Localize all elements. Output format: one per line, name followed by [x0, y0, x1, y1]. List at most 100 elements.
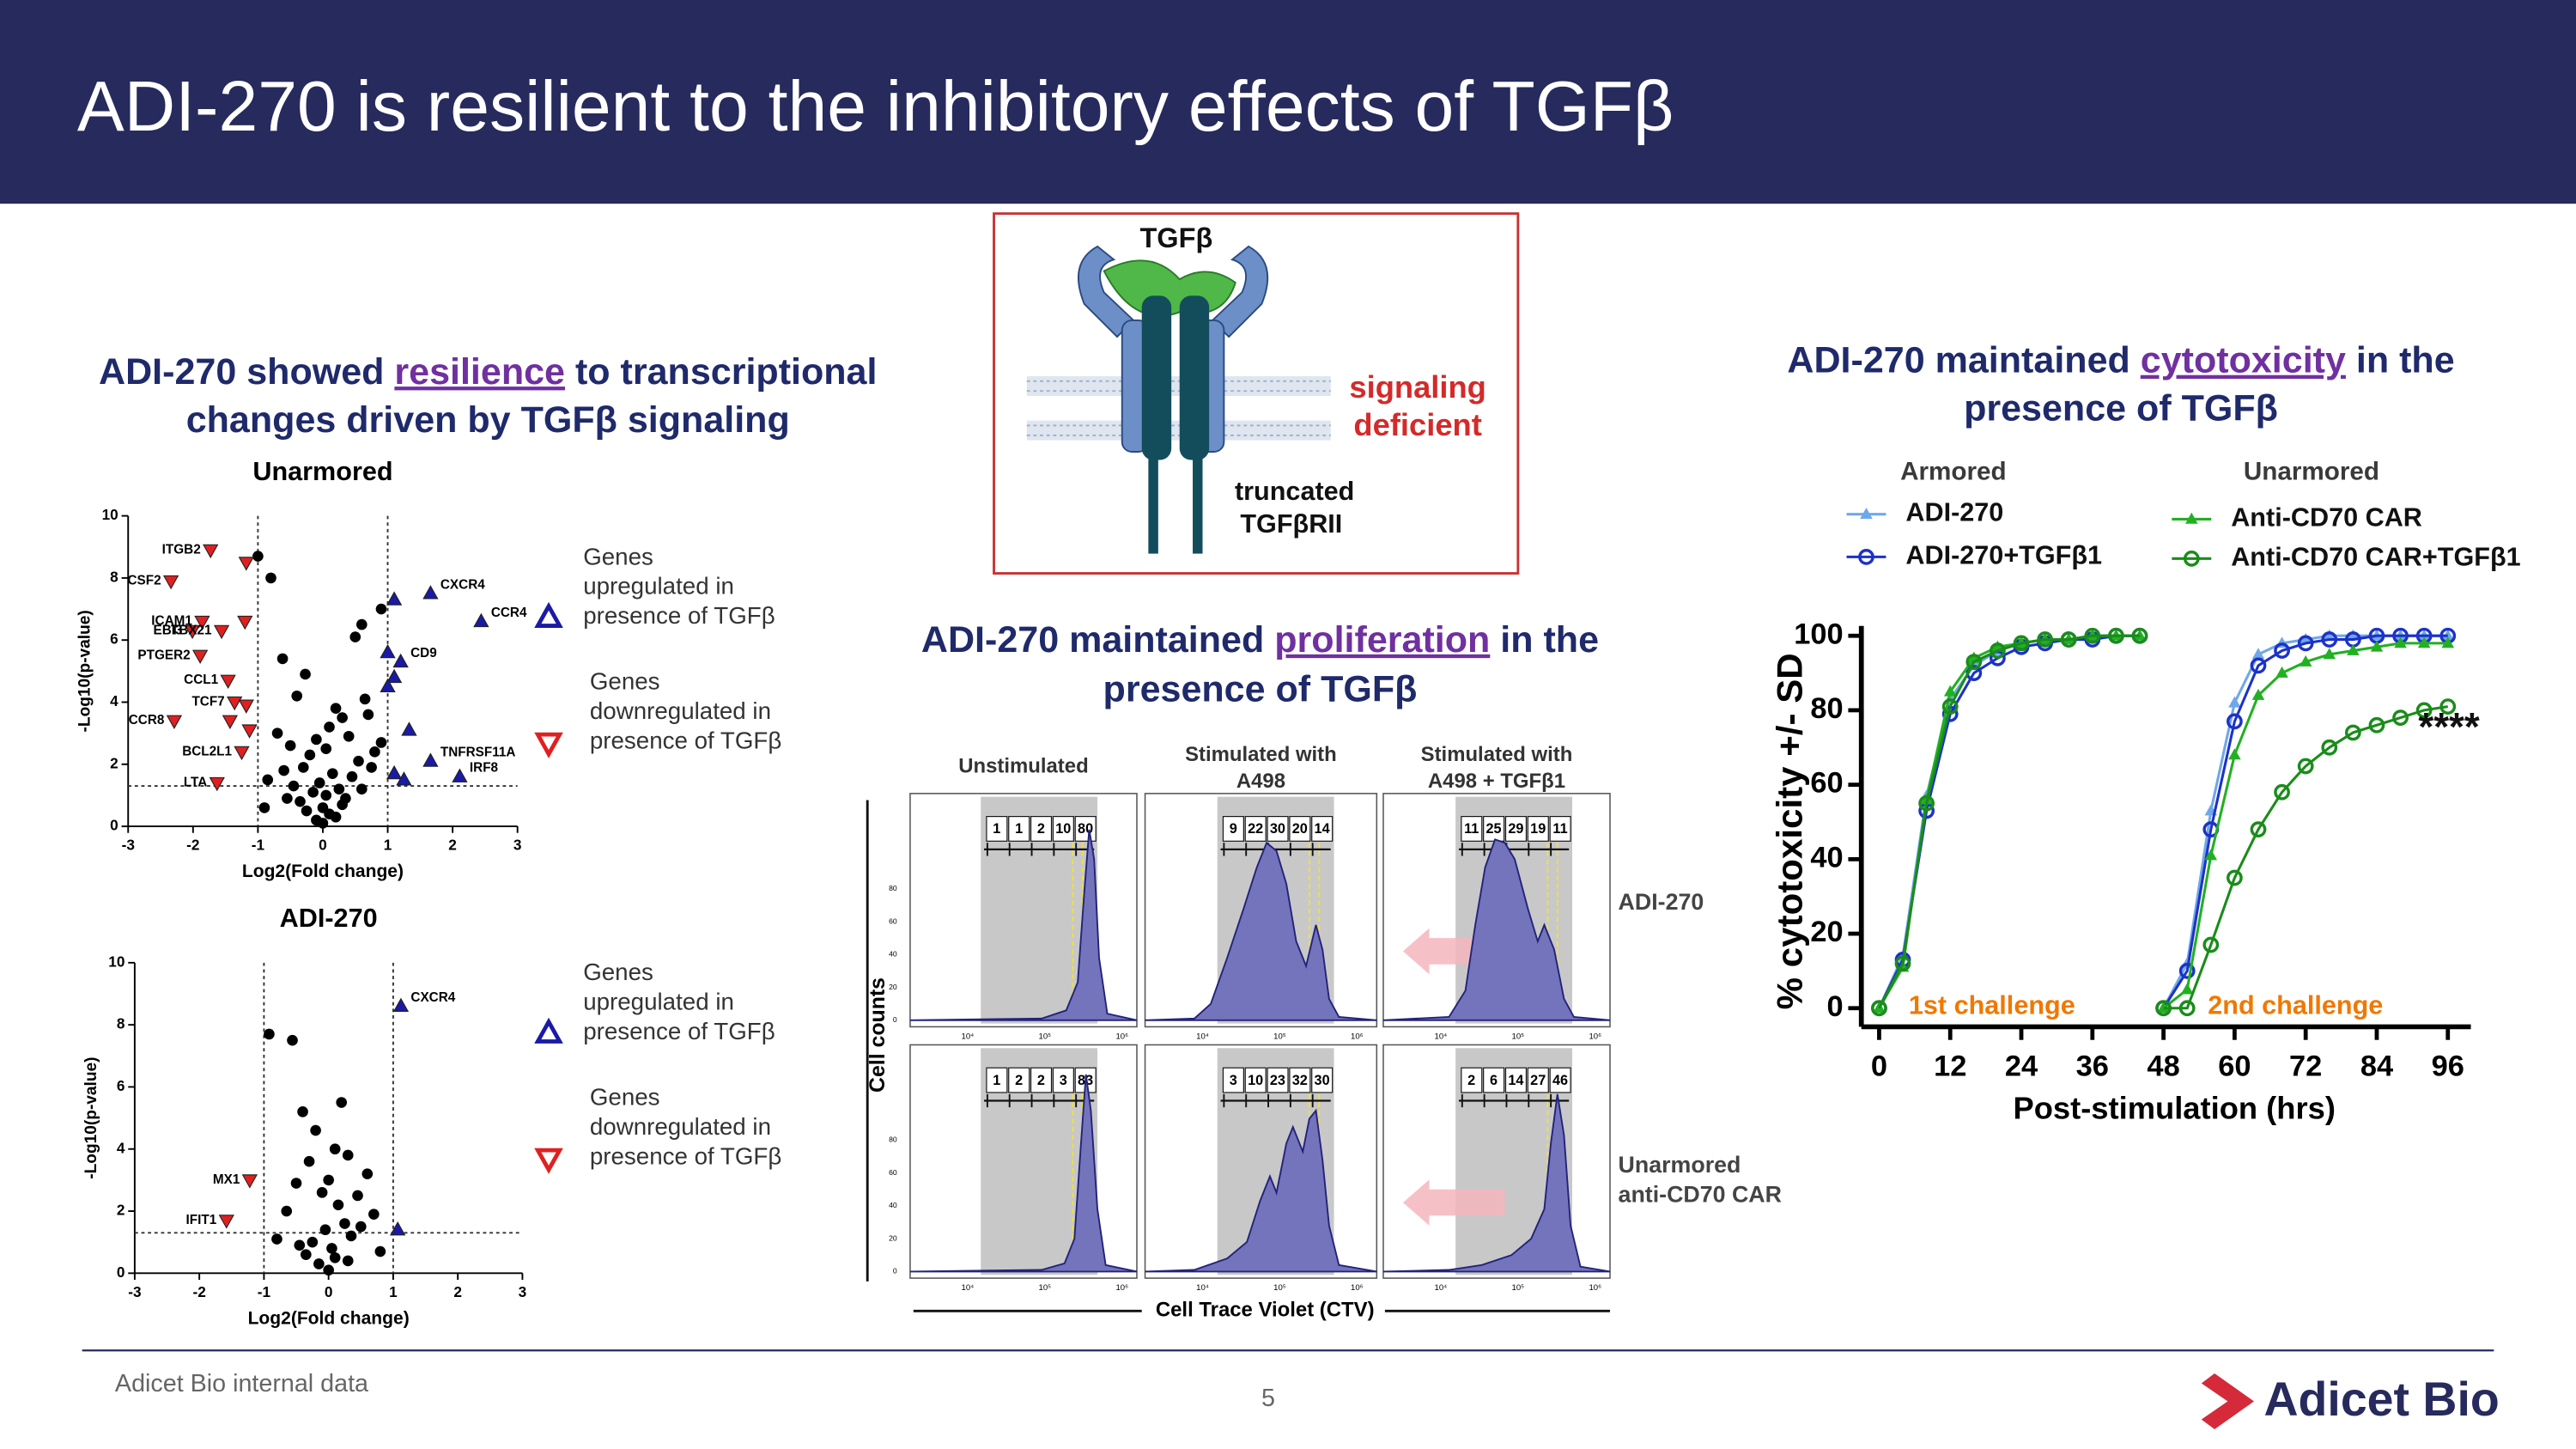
gene-point [301, 1249, 312, 1260]
gate-box [1549, 816, 1571, 842]
legend-group-title: Unarmored [2244, 458, 2379, 486]
gene-point [222, 715, 239, 729]
data-point [1918, 795, 1935, 812]
gene-point [294, 1239, 306, 1251]
count-tick-label: 40 [889, 1201, 897, 1209]
gene-point [343, 730, 355, 742]
series-line [1878, 634, 2449, 1010]
data-point [2439, 698, 2457, 715]
data-point [2228, 696, 2241, 708]
gate-box [1222, 816, 1244, 842]
gene-point [295, 795, 306, 807]
gene-point [375, 603, 387, 615]
gene-point [380, 678, 396, 693]
gene-point [342, 1255, 354, 1267]
gene-point [203, 544, 219, 559]
gene-point [330, 811, 342, 823]
ctv-tick-label: 10⁶ [1589, 1032, 1601, 1041]
gene-point [326, 1243, 337, 1254]
gene-point [332, 1199, 344, 1211]
y-tick-label: 80 [1810, 692, 1843, 725]
gene-point [355, 783, 368, 795]
ctv-tick-label: 10⁴ [1196, 1283, 1209, 1293]
annotation: 1st challenge [1909, 991, 2075, 1020]
gate-box [986, 816, 1008, 842]
histogram [909, 1074, 1138, 1273]
ctv-tick-label: 10⁶ [1115, 1032, 1128, 1041]
legend-symbol [2183, 550, 2200, 567]
x-tick-label: 2 [448, 837, 457, 854]
ctv-tick-label: 10⁶ [1589, 1283, 1601, 1293]
gene-label: ICAM1 [151, 614, 192, 629]
gene-point [304, 749, 316, 761]
gene-point [291, 690, 303, 702]
data-point [2323, 648, 2336, 660]
gene-point [265, 572, 276, 584]
gene-label: CXCR4 [440, 577, 485, 592]
section-heading: ADI-270 maintained proliferation in the [921, 619, 1599, 661]
gene-point [396, 771, 412, 786]
gate-value: 46 [1552, 1073, 1568, 1088]
gene-point [281, 1205, 293, 1217]
gate-value: 3 [1060, 1073, 1067, 1088]
gate-value: 32 [1292, 1073, 1308, 1088]
gene-label: LTA [184, 776, 207, 790]
data-point [2037, 631, 2053, 648]
row-label: anti-CD70 CAR [1619, 1182, 1782, 1208]
x-tick-label: 48 [2147, 1050, 2179, 1082]
count-tick-label: 20 [889, 983, 897, 991]
x-tick-label: 24 [2005, 1050, 2038, 1082]
gene-point [333, 783, 345, 795]
gate-value: 2 [1037, 821, 1045, 837]
receptor-tail [1193, 451, 1203, 554]
gene-point [319, 1224, 331, 1236]
legend-group-title: Armored [1900, 458, 2007, 486]
column-title: Stimulated with [1185, 743, 1337, 766]
gene-point [349, 631, 361, 642]
gene-label: EBI3 [154, 623, 183, 637]
gene-point [264, 1028, 275, 1040]
data-point [2297, 635, 2314, 652]
ctv-tick-label: 10⁴ [1196, 1032, 1209, 1041]
gene-label: TNFRSF11A [440, 746, 516, 760]
panel-frame [1382, 793, 1611, 1028]
gene-point [238, 557, 254, 571]
gene-point [262, 774, 274, 786]
legend-label: ADI-270 [1905, 498, 2003, 527]
data-point [2178, 1000, 2196, 1017]
ctv-tick-label: 10⁴ [962, 1283, 975, 1293]
gate-box [1504, 1067, 1527, 1093]
y-tick-label: 4 [117, 1139, 125, 1156]
gene-point [284, 740, 296, 752]
x-tick-label: -2 [186, 837, 199, 854]
gate-value: 19 [1530, 821, 1546, 837]
data-point [2299, 632, 2312, 644]
x-tick-label: -1 [252, 837, 265, 854]
gene-point [336, 1097, 348, 1108]
histogram [1145, 1108, 1377, 1273]
gene-point [290, 1178, 302, 1189]
gate-box [1052, 1067, 1074, 1093]
gene-point [313, 777, 325, 788]
series-line [1878, 634, 2448, 1009]
count-tick-label: 60 [889, 916, 897, 925]
logo-text: Adicet Bio [2263, 1373, 2499, 1426]
y-tick-label: 6 [110, 630, 118, 648]
gene-label: PTGER2 [137, 648, 190, 662]
histogram [1382, 838, 1611, 1021]
gene-point [366, 762, 377, 773]
gate-value: 30 [1315, 1073, 1330, 1088]
gene-point [337, 799, 348, 811]
gene-point [234, 746, 250, 761]
x-tick-label: 96 [2432, 1050, 2464, 1082]
legend-symbol [534, 1148, 563, 1174]
gate-value: 9 [1230, 821, 1237, 837]
receptor-arm [1078, 245, 1135, 338]
gene-point [422, 585, 439, 600]
annotation: 2nd challenge [2208, 991, 2383, 1020]
data-point [2274, 783, 2290, 801]
gene-point [355, 618, 368, 630]
data-point [2180, 983, 2194, 995]
gate-value: 29 [1508, 821, 1523, 837]
